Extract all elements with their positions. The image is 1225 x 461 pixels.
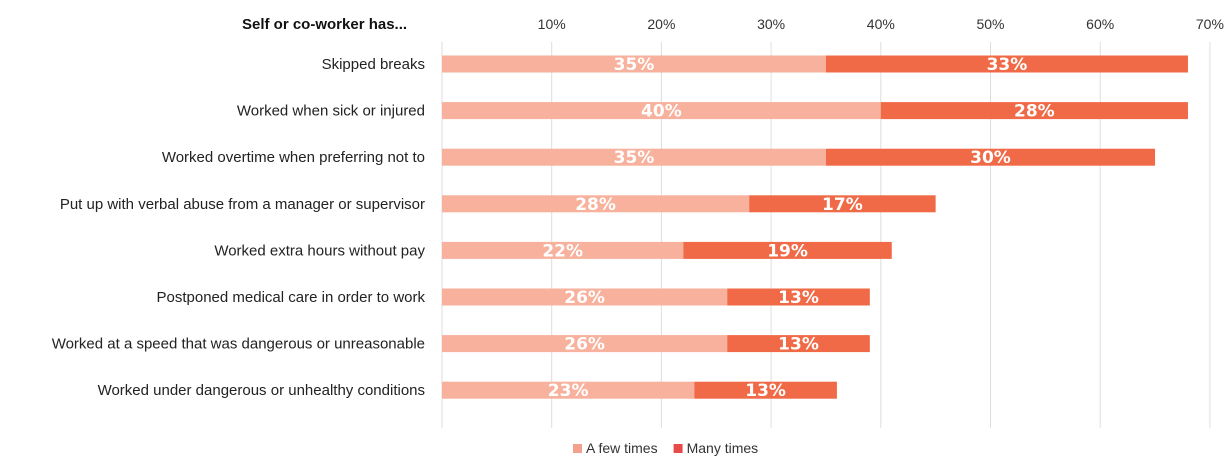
- bar-segment-many-times: [749, 195, 936, 213]
- bar-segment-many-times: [683, 241, 892, 259]
- legend-label: Many times: [687, 440, 759, 456]
- legend: A few times Many times: [573, 440, 758, 456]
- category-label: Worked when sick or injured: [237, 103, 425, 120]
- legend-swatch: [673, 444, 683, 453]
- header-label: Self or co-worker has...: [242, 16, 407, 33]
- x-tick-label: 40%: [867, 16, 895, 32]
- category-label: Skipped breaks: [322, 56, 425, 73]
- x-tick-label: 60%: [1086, 16, 1114, 32]
- data-label: 23%: [548, 381, 589, 401]
- x-axis-ticks: 10% 20% 30% 40% 50% 60% 70%: [538, 16, 1224, 32]
- x-tick-label: 30%: [757, 16, 785, 32]
- category-label: Put up with verbal abuse from a manager …: [60, 196, 425, 213]
- bar-segment-a-few-times: [442, 288, 728, 306]
- bar-segment-a-few-times: [442, 241, 684, 259]
- legend-label: A few times: [586, 440, 658, 456]
- bar-segment-many-times: [825, 148, 1156, 166]
- category-label: Worked under dangerous or unhealthy cond…: [98, 382, 425, 399]
- bar-segment-many-times: [694, 381, 837, 399]
- data-label: 17%: [822, 195, 863, 215]
- gridlines: [441, 42, 1211, 428]
- data-label: 13%: [778, 335, 819, 355]
- x-tick-label: 20%: [647, 16, 675, 32]
- category-label: Worked at a speed that was dangerous or …: [52, 336, 425, 353]
- x-tick-label: 50%: [976, 16, 1004, 32]
- category-label: Worked extra hours without pay: [214, 242, 425, 259]
- category-label: Postponed medical care in order to work: [157, 289, 426, 306]
- data-label: 28%: [1014, 102, 1055, 122]
- data-label: 13%: [745, 381, 786, 401]
- bar-segment-many-times: [880, 102, 1188, 120]
- bar-segment-a-few-times: [442, 195, 750, 213]
- data-label: 35%: [614, 55, 655, 75]
- data-label: 26%: [564, 335, 605, 355]
- legend-swatch: [573, 444, 582, 453]
- bar-segment-many-times: [727, 288, 870, 306]
- bar-segment-many-times: [825, 55, 1188, 73]
- bar-segment-a-few-times: [442, 335, 728, 353]
- bar-segment-a-few-times: [442, 55, 826, 73]
- x-tick-label: 70%: [1196, 16, 1224, 32]
- data-label: 28%: [575, 195, 616, 215]
- category-label: Worked overtime when preferring not to: [162, 149, 425, 166]
- bar-segment-a-few-times: [442, 102, 881, 120]
- bar-segment-many-times: [727, 335, 870, 353]
- data-label: 30%: [970, 148, 1011, 168]
- data-label: 40%: [641, 102, 682, 122]
- data-labels: 35% 33% 40% 28% 35% 30% 28% 17% 22% 19% 26% 13% 26% 1…: [542, 55, 1054, 401]
- data-label: 33%: [987, 55, 1028, 75]
- data-label: 26%: [564, 288, 605, 308]
- x-tick-label: 10%: [538, 16, 566, 32]
- data-label: 35%: [614, 148, 655, 168]
- data-label: 13%: [778, 288, 819, 308]
- bar-segment-a-few-times: [442, 381, 695, 399]
- data-label: 22%: [542, 241, 583, 261]
- category-labels: Skipped breaks Worked when sick or injure…: [52, 56, 426, 399]
- bars: [442, 55, 1188, 399]
- data-label: 19%: [767, 241, 808, 261]
- bar-segment-a-few-times: [442, 148, 826, 166]
